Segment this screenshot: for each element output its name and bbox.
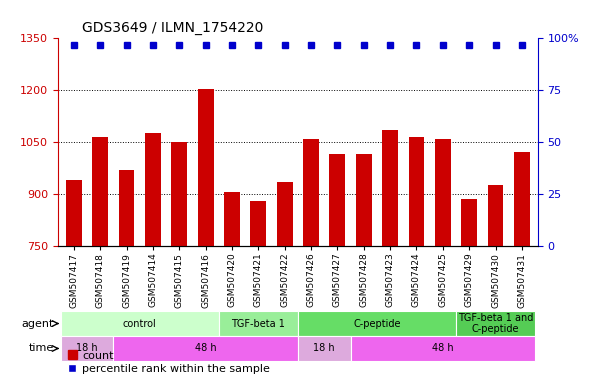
Bar (60, 311, 219, 336)
Bar (171, 142, 187, 246)
Bar (351, 336, 535, 361)
Bar (329, 154, 345, 246)
Text: C-peptide: C-peptide (353, 318, 401, 329)
Legend: count, percentile rank within the sample: count, percentile rank within the sample (64, 346, 275, 379)
Bar (60, 336, 114, 361)
Bar (409, 137, 425, 246)
Bar (219, 311, 298, 336)
Bar (382, 130, 398, 246)
Bar (488, 185, 503, 246)
Text: time: time (29, 343, 54, 354)
Text: 48 h: 48 h (195, 343, 216, 354)
Bar (435, 139, 451, 246)
Text: 18 h: 18 h (76, 343, 98, 354)
Bar (114, 336, 298, 361)
Bar (251, 201, 266, 246)
Text: GDS3649 / ILMN_1754220: GDS3649 / ILMN_1754220 (82, 21, 263, 35)
Bar (514, 152, 530, 246)
Bar (66, 180, 82, 246)
Bar (456, 311, 535, 336)
Bar (92, 137, 108, 246)
Bar (198, 89, 213, 246)
Text: 48 h: 48 h (432, 343, 453, 354)
Bar (224, 192, 240, 246)
Bar (119, 170, 134, 246)
Bar (461, 199, 477, 246)
Text: 18 h: 18 h (313, 343, 335, 354)
Text: control: control (123, 318, 156, 329)
Text: agent: agent (22, 318, 54, 329)
Bar (303, 139, 319, 246)
Bar (145, 134, 161, 246)
Bar (298, 336, 351, 361)
Bar (277, 182, 293, 246)
Text: TGF-beta 1: TGF-beta 1 (232, 318, 285, 329)
Text: TGF-beta 1 and
C-peptide: TGF-beta 1 and C-peptide (458, 313, 533, 334)
Bar (298, 311, 456, 336)
Bar (356, 154, 371, 246)
